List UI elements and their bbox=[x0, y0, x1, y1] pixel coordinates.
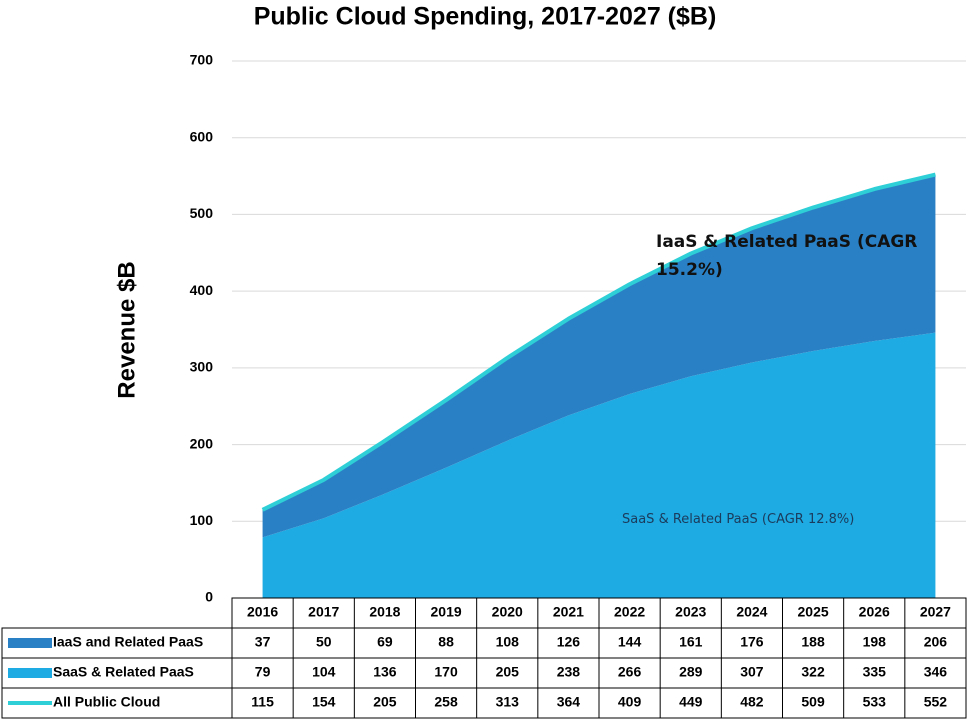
table-value: 115 bbox=[251, 694, 274, 710]
table-value: 266 bbox=[618, 664, 642, 680]
x-tick-label: 2024 bbox=[736, 604, 767, 620]
x-tick-label: 2027 bbox=[920, 604, 951, 620]
table-value: 509 bbox=[801, 694, 825, 710]
chart-title: Public Cloud Spending, 2017-2027 ($B) bbox=[254, 3, 717, 31]
table-row bbox=[1, 687, 967, 719]
table-value: 346 bbox=[924, 664, 948, 680]
x-tick-label: 2020 bbox=[492, 604, 523, 620]
table-value: 176 bbox=[740, 634, 764, 650]
table-value: 205 bbox=[373, 694, 397, 710]
y-tick-label: 200 bbox=[190, 435, 214, 451]
table-value: 313 bbox=[496, 694, 520, 710]
table-value: 552 bbox=[924, 694, 948, 710]
x-tick-label: 2022 bbox=[614, 604, 645, 620]
table-value: 161 bbox=[679, 634, 703, 650]
y-tick-label: 300 bbox=[190, 359, 214, 375]
x-tick-label: 2016 bbox=[247, 604, 278, 620]
table-value: 126 bbox=[557, 634, 581, 650]
table-value: 88 bbox=[438, 634, 454, 650]
x-tick-label: 2018 bbox=[369, 604, 400, 620]
legend-label: IaaS and Related PaaS bbox=[53, 634, 203, 650]
x-tick-label: 2021 bbox=[553, 604, 584, 620]
table-value: 170 bbox=[434, 664, 458, 680]
x-tick-label: 2026 bbox=[859, 604, 890, 620]
table-value: 37 bbox=[255, 634, 271, 650]
table-value: 409 bbox=[618, 694, 642, 710]
table-value: 188 bbox=[801, 634, 825, 650]
area bbox=[262, 174, 936, 538]
annotation: SaaS & Related PaaS (CAGR 12.8%) bbox=[622, 512, 855, 527]
area bbox=[262, 332, 936, 598]
legend-key bbox=[8, 668, 52, 678]
y-tick-label: 400 bbox=[190, 282, 214, 298]
y-axis-label: Revenue $B bbox=[113, 261, 140, 398]
table-value: 154 bbox=[312, 694, 336, 710]
table-value: 307 bbox=[740, 664, 764, 680]
table-value: 289 bbox=[679, 664, 703, 680]
table-value: 108 bbox=[496, 634, 520, 650]
table-value: 322 bbox=[801, 664, 825, 680]
y-tick-label: 700 bbox=[190, 52, 214, 68]
table-value: 198 bbox=[863, 634, 887, 650]
legend-key bbox=[8, 638, 52, 648]
x-tick-label: 2023 bbox=[675, 604, 706, 620]
table-value: 482 bbox=[740, 694, 764, 710]
x-tick-label: 2025 bbox=[798, 604, 829, 620]
legend-label: All Public Cloud bbox=[53, 694, 160, 710]
table-value: 104 bbox=[312, 664, 336, 680]
table-value: 79 bbox=[255, 664, 271, 680]
table-value: 136 bbox=[373, 664, 397, 680]
table-value: 144 bbox=[618, 634, 642, 650]
table-value: 364 bbox=[557, 694, 581, 710]
line bbox=[261, 172, 936, 512]
table-value: 206 bbox=[924, 634, 948, 650]
x-tick-label: 2017 bbox=[308, 604, 339, 620]
table-value: 50 bbox=[316, 634, 332, 650]
y-tick-label: 0 bbox=[205, 589, 213, 605]
legend-label: SaaS & Related PaaS bbox=[53, 664, 194, 680]
table-value: 205 bbox=[496, 664, 520, 680]
x-tick-label: 2019 bbox=[431, 604, 462, 620]
table-value: 449 bbox=[679, 694, 703, 710]
y-tick-label: 600 bbox=[190, 128, 214, 144]
table-value: 533 bbox=[863, 694, 887, 710]
table-value: 238 bbox=[557, 664, 581, 680]
table-value: 258 bbox=[434, 694, 458, 710]
table-value: 69 bbox=[377, 634, 393, 650]
annotation: IaaS & Related PaaS (CAGR 15.2%) bbox=[656, 232, 918, 280]
table-value: 335 bbox=[863, 664, 887, 680]
y-tick-label: 100 bbox=[190, 512, 214, 528]
y-tick-label: 500 bbox=[190, 205, 214, 221]
